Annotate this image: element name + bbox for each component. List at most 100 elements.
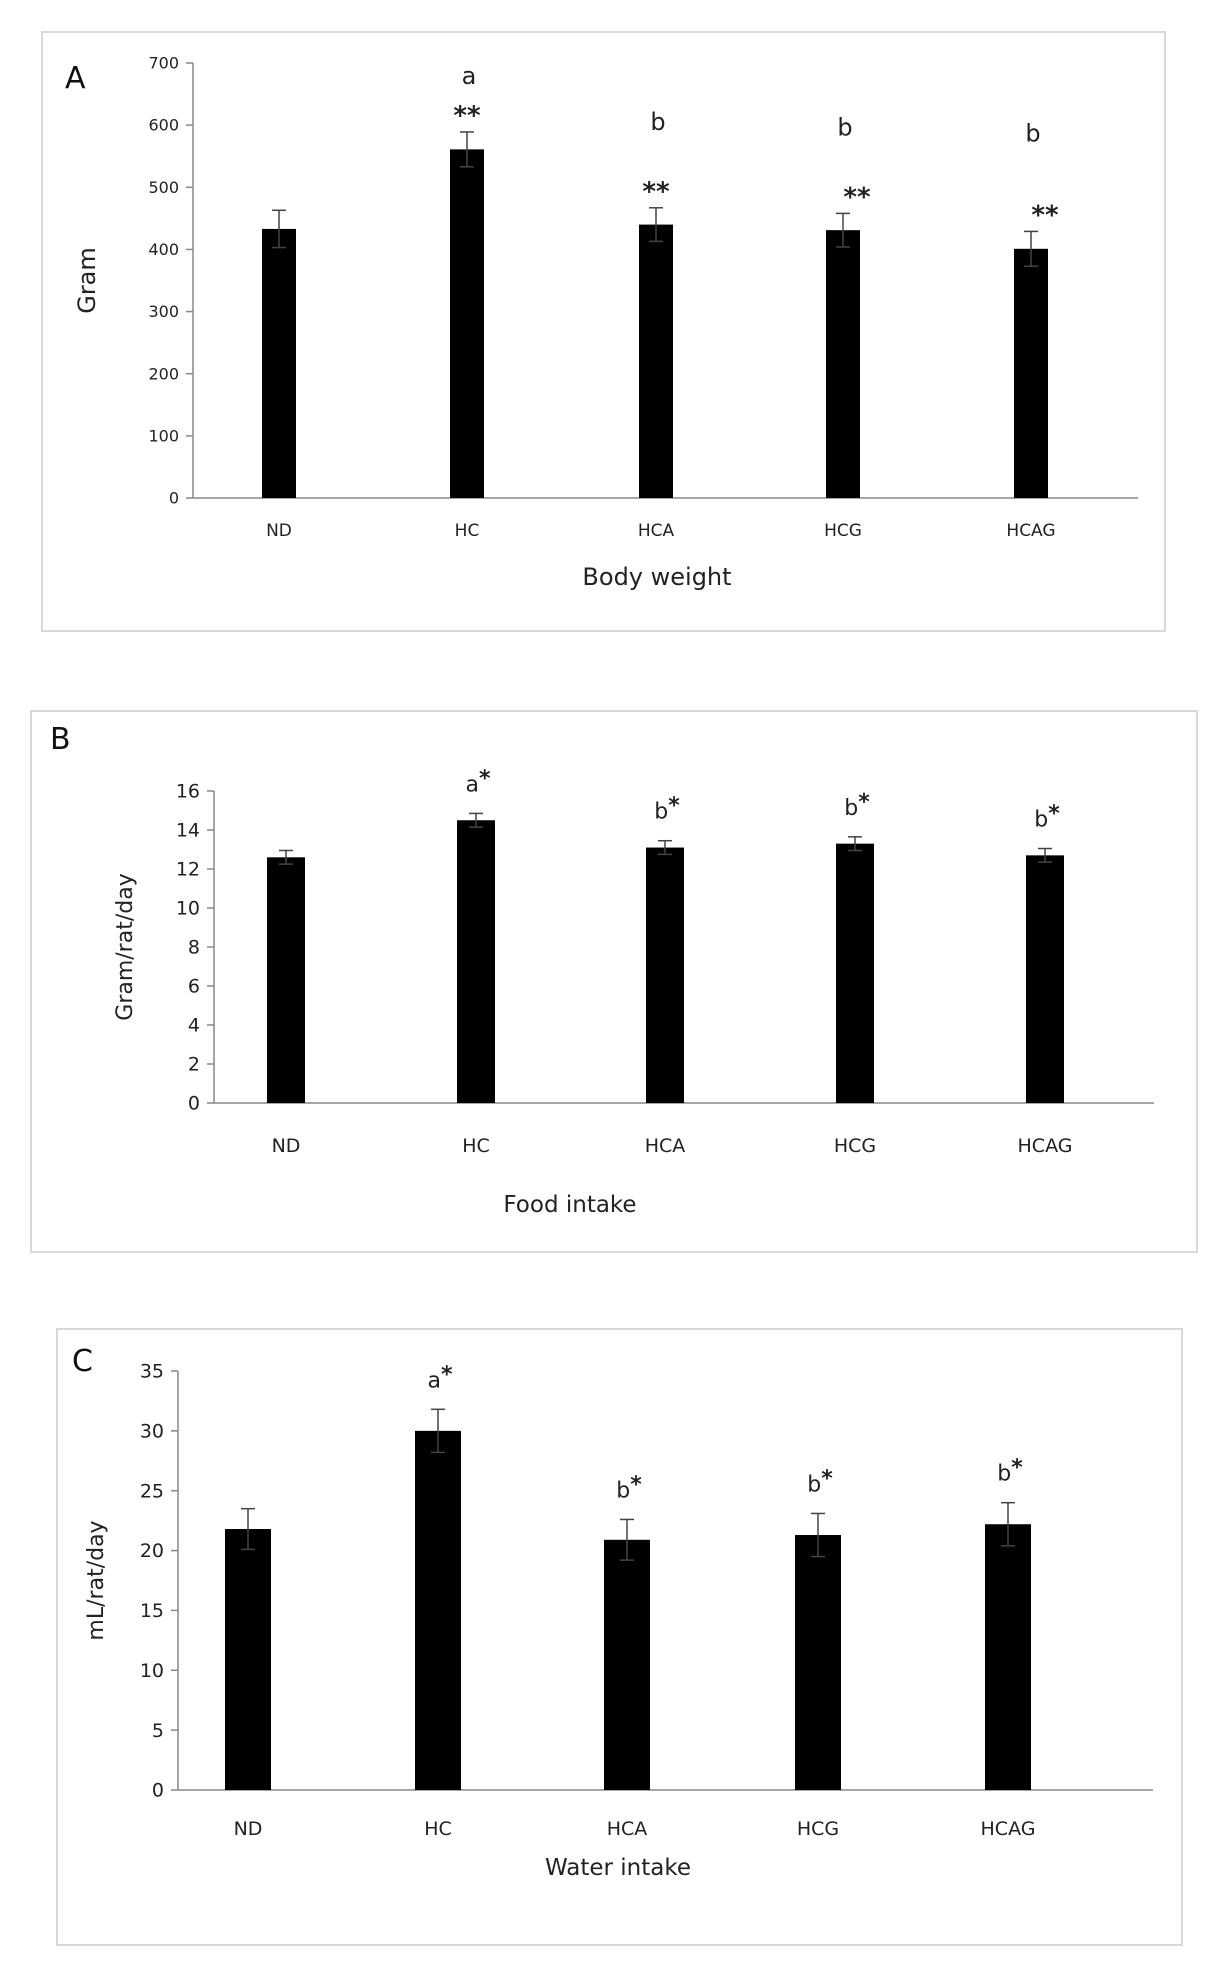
bar-hc [450,149,484,498]
significance-letter: b [616,1478,630,1503]
bar-nd [267,857,305,1103]
chart-c-plot: 05101520253035NDa*HCb*HCAb*HCGb*HCAGWate… [84,1361,1153,1881]
y-tick-label: 30 [140,1421,164,1443]
significance-stars: * [630,1472,642,1497]
y-tick-label: 6 [188,976,200,998]
significance-stars: ** [1031,200,1059,230]
y-tick-label: 2 [188,1054,200,1076]
y-tick-label: 35 [140,1361,164,1383]
y-tick-label: 5 [152,1720,164,1742]
x-category-label: HCAG [1006,521,1055,541]
y-axis-title: Gram/rat/day [113,873,138,1020]
significance-stars: ** [453,101,481,131]
significance-label-hca: b* [654,794,680,825]
x-axis-title: Body weight [582,563,731,591]
x-category-label: HCAG [1018,1135,1073,1157]
significance-label-hcg: b* [807,1466,833,1497]
chart-b-plot: 0246810121416NDa*HCb*HCAb*HCGb*HCAGFood … [113,766,1154,1218]
y-tick-label: 8 [188,937,200,959]
x-category-label: HCG [797,1818,839,1840]
x-axis-title: Food intake [503,1192,636,1218]
x-category-label: ND [266,521,292,541]
panel-label: C [72,1344,93,1379]
bar-hca [604,1539,650,1790]
y-tick-label: 15 [140,1600,164,1622]
bar-hcg [795,1535,841,1790]
panel-label: B [50,722,71,757]
significance-letter: b [1034,808,1048,833]
bar-hcag [1014,248,1048,498]
significance-stars: * [821,1466,833,1491]
y-tick-label: 200 [148,364,179,383]
y-tick-label: 500 [148,178,179,197]
significance-letter: b [650,108,665,136]
bar-hcag [1026,855,1064,1103]
y-axis-title: mL/rat/day [84,1520,109,1640]
x-category-label: HCG [824,521,862,541]
significance-stars: * [858,790,870,815]
significance-letter: b [1025,119,1040,147]
significance-stars: * [668,794,680,819]
chart-panel-b: B 0 2 4 6 8 10 12 14 16 ND a* HC b* HCA b* HCG b* HCAG Foo… [30,710,1198,1253]
significance-letter: b [844,796,858,821]
bar-hcg [836,843,874,1103]
significance-letter: b [807,1472,821,1497]
y-tick-label: 700 [148,54,179,73]
significance-label-hca: b* [616,1472,642,1503]
significance-label-hcg: b* [844,790,870,821]
significance-stars: * [479,766,491,791]
y-tick-label: 10 [176,898,200,920]
y-tick-label: 0 [152,1780,164,1802]
significance-letter: a [428,1368,441,1393]
y-tick-label: 600 [148,116,179,135]
bar-hcag [985,1524,1031,1790]
significance-stars: * [441,1362,453,1387]
x-category-label: HC [455,521,480,541]
x-category-label: ND [272,1135,301,1157]
significance-letter: b [837,113,852,141]
x-category-label: HCG [834,1135,876,1157]
significance-stars: ** [843,182,871,212]
y-tick-label: 14 [176,820,200,842]
y-tick-label: 300 [148,302,179,321]
x-category-label: HC [424,1818,452,1840]
chart-a-plot: 0 100 200 300 400 500 600 700 ND ** a HC ** b HCA ** b HC… [73,54,1138,591]
x-category-label: ND [234,1818,263,1840]
y-tick-label: 400 [148,240,179,259]
significance-letter: a [466,772,479,797]
y-tick-label: 4 [188,1015,200,1037]
x-axis-title: Water intake [545,1855,691,1881]
y-tick-label: 20 [140,1540,164,1562]
x-category-label: HCA [638,521,675,541]
x-category-label: HCAG [981,1818,1036,1840]
bar-hc [457,820,495,1103]
y-tick-label: 12 [176,859,200,881]
bar-hca [639,224,673,499]
y-tick-label: 16 [176,781,200,803]
significance-stars: * [1048,802,1060,827]
significance-letter: b [997,1462,1011,1487]
significance-stars: * [1011,1456,1023,1481]
significance-label-hc: a* [466,766,491,797]
x-category-label: HCA [607,1818,648,1840]
significance-stars: ** [642,177,670,207]
bar-hcg [826,230,860,498]
y-axis-title: Gram [73,247,101,314]
y-tick-label: 0 [169,489,179,508]
x-category-label: HC [462,1135,490,1157]
y-tick-label: 100 [148,426,179,445]
significance-label-hcag: b* [1034,802,1060,833]
bar-hc [415,1430,461,1790]
chart-panel-c: C 0 5 10 15 20 25 30 35 ND a* HC b* HCA b* HCG b* HCAG Wa… [56,1328,1183,1946]
significance-label-hc: a* [428,1362,453,1393]
y-tick-label: 0 [188,1093,200,1115]
significance-label-hcag: b* [997,1456,1023,1487]
bar-nd [225,1529,271,1790]
x-category-label: HCA [645,1135,686,1157]
significance-letter: a [462,62,477,90]
chart-panel-a: A 0 100 200 300 400 500 600 700 ND ** a HC ** b HCA ** b… [41,31,1166,632]
panel-label: A [65,61,86,96]
y-tick-label: 25 [140,1480,164,1502]
significance-letter: b [654,800,668,825]
y-tick-label: 10 [140,1660,164,1682]
